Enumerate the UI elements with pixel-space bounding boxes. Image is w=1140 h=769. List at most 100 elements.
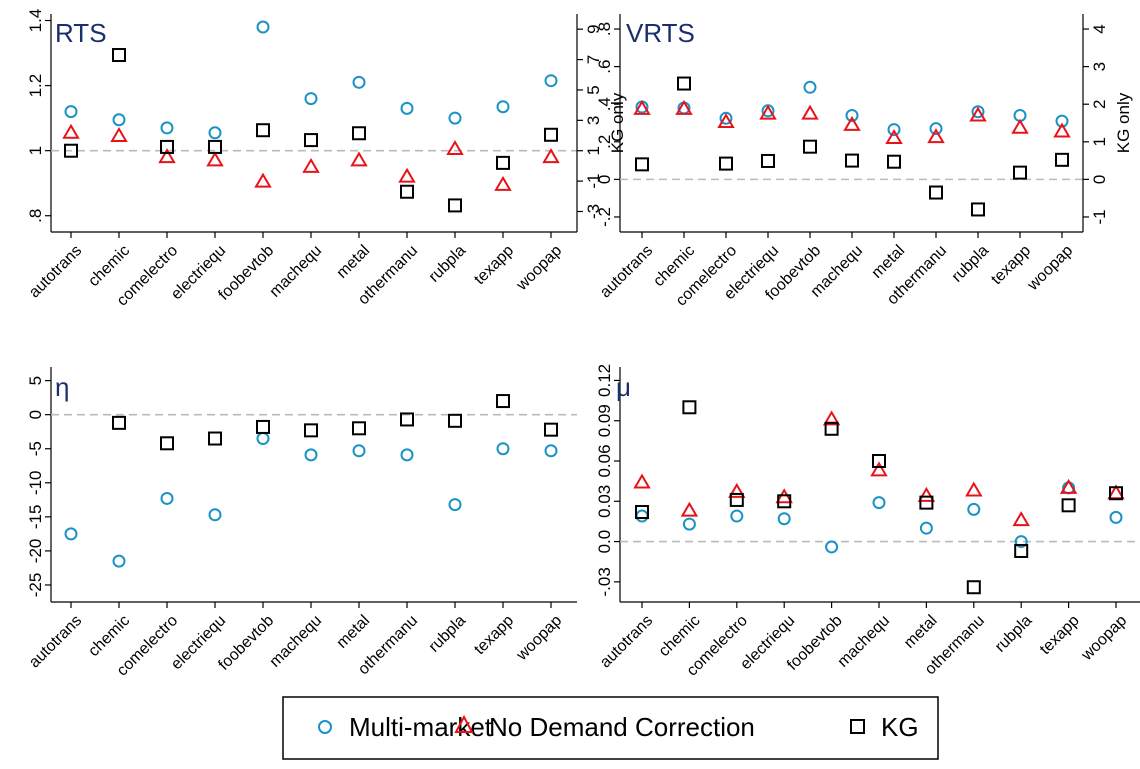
marker-kg-machequ: [304, 423, 318, 438]
x-tick-label-rubpla: rubpla: [992, 612, 1036, 656]
y-tick-label: 0.09: [595, 404, 614, 437]
x-tick-label-woopap: woopap: [513, 242, 565, 294]
y-tick-label: -.03: [595, 567, 614, 596]
marker-no-demand-correction-electriequ: [206, 151, 224, 167]
marker-multi-market-comelectro: [160, 121, 174, 135]
right-tick-label: 7: [584, 55, 603, 64]
marker-multi-market-machequ: [872, 496, 886, 510]
right-axis-label: KG only: [608, 92, 627, 153]
marker-kg-rubpla: [971, 202, 985, 217]
marker-kg-metal: [352, 421, 366, 436]
x-tick-label-metal: metal: [869, 242, 909, 282]
marker-no-demand-correction-comelectro: [717, 113, 735, 129]
marker-no-demand-correction-electriequ: [759, 104, 777, 120]
marker-kg-foobevtob: [824, 421, 839, 436]
y-tick-label: -15: [26, 505, 45, 530]
legend: Multi-market No Demand Correction KG: [282, 696, 939, 760]
right-tick-label: 3: [1090, 62, 1109, 71]
marker-kg-chemic: [112, 48, 126, 63]
legend-label-multi-market: Multi-market: [349, 712, 493, 742]
marker-kg-chemic: [682, 400, 697, 415]
x-tick-label-autotrans: autotrans: [597, 612, 656, 671]
marker-kg-woopap: [544, 422, 558, 437]
panel-title: η: [55, 372, 69, 402]
marker-kg-machequ: [304, 133, 318, 148]
marker-multi-market-chemic: [112, 554, 126, 568]
marker-kg-comelectro: [160, 436, 174, 451]
marker-no-demand-correction-machequ: [302, 157, 320, 173]
marker-kg-electriequ: [761, 153, 775, 168]
marker-no-demand-correction-rubpla: [446, 140, 464, 156]
marker-multi-market-woopap: [544, 74, 558, 88]
marker-kg-othermanu: [929, 185, 943, 200]
right-tick-label: -1: [1090, 209, 1109, 224]
y-tick-label: .2: [595, 135, 614, 149]
marker-multi-market-comelectro: [719, 111, 733, 125]
y-tick-label: -5: [26, 441, 45, 456]
marker-kg-woopap: [544, 127, 558, 142]
marker-no-demand-correction-woopap: [542, 148, 560, 164]
right-tick-label: 0: [1090, 175, 1109, 184]
marker-no-demand-correction-texapp: [1011, 118, 1029, 134]
x-tick-label-autotrans: autotrans: [26, 612, 85, 671]
marker-kg-woopap: [1055, 152, 1069, 167]
x-tick-label-metal: metal: [334, 242, 374, 282]
x-tick-label-autotrans: autotrans: [26, 242, 85, 301]
marker-kg-metal: [919, 495, 934, 510]
marker-no-demand-correction-othermanu: [965, 481, 983, 497]
legend-box: [282, 696, 939, 760]
y-tick-label: 0.03: [595, 485, 614, 518]
y-tick-label: 0.12: [595, 364, 614, 397]
y-tick-label: 5: [26, 376, 45, 385]
panel-title: VRTS: [626, 18, 695, 48]
marker-kg-electriequ: [208, 139, 222, 154]
marker-no-demand-correction-foobevtob: [801, 104, 819, 120]
marker-multi-market-texapp: [496, 442, 510, 456]
panel-rts: .8 1 1.2 1.4 -3 -1 1 3 5 7 9 KG only autotrans chemic…: [26, 9, 627, 310]
marker-kg-autotrans: [64, 143, 78, 158]
marker-kg-othermanu: [400, 412, 414, 427]
marker-kg-othermanu: [400, 184, 414, 199]
marker-kg-autotrans: [635, 157, 649, 172]
marker-multi-market-othermanu: [967, 502, 981, 516]
marker-kg-chemic: [112, 415, 126, 430]
x-tick-label-chemic: chemic: [656, 612, 704, 660]
marker-multi-market-othermanu: [929, 122, 943, 136]
x-tick-label-metal: metal: [334, 612, 374, 652]
marker-multi-market-machequ: [304, 448, 318, 462]
marker-kg-rubpla: [448, 198, 462, 213]
marker-kg-comelectro: [729, 492, 744, 507]
marker-kg-foobevtob: [803, 139, 817, 154]
marker-multi-market-metal: [919, 521, 933, 535]
marker-kg-foobevtob: [256, 419, 270, 434]
marker-no-demand-correction-autotrans: [62, 123, 80, 139]
marker-kg-texapp: [1013, 165, 1027, 180]
marker-no-demand-correction-foobevtob: [254, 172, 272, 188]
legend-triangle-marker: [454, 714, 474, 733]
marker-no-demand-correction-rubpla: [1012, 511, 1030, 527]
y-tick-label: 0.0: [595, 530, 614, 554]
marker-multi-market-foobevtob: [256, 20, 270, 34]
y-tick-label: 0: [595, 175, 614, 184]
x-tick-label-texapp: texapp: [471, 612, 517, 658]
marker-kg-texapp: [496, 155, 510, 170]
x-tick-label-autotrans: autotrans: [597, 242, 656, 301]
y-tick-label: -25: [26, 573, 45, 598]
right-tick-label: 4: [1090, 24, 1109, 33]
marker-kg-comelectro: [160, 139, 174, 154]
right-tick-label: 9: [584, 24, 603, 33]
marker-multi-market-rubpla: [971, 105, 985, 119]
marker-multi-market-autotrans: [64, 527, 78, 541]
marker-multi-market-foobevtob: [256, 432, 270, 446]
marker-multi-market-machequ: [845, 108, 859, 122]
x-tick-label-rubpla: rubpla: [426, 242, 470, 286]
marker-no-demand-correction-chemic: [110, 127, 128, 143]
marker-multi-market-comelectro: [730, 509, 744, 523]
marker-multi-market-woopap: [544, 444, 558, 458]
marker-multi-market-rubpla: [448, 498, 462, 512]
x-tick-label-rubpla: rubpla: [949, 242, 993, 286]
